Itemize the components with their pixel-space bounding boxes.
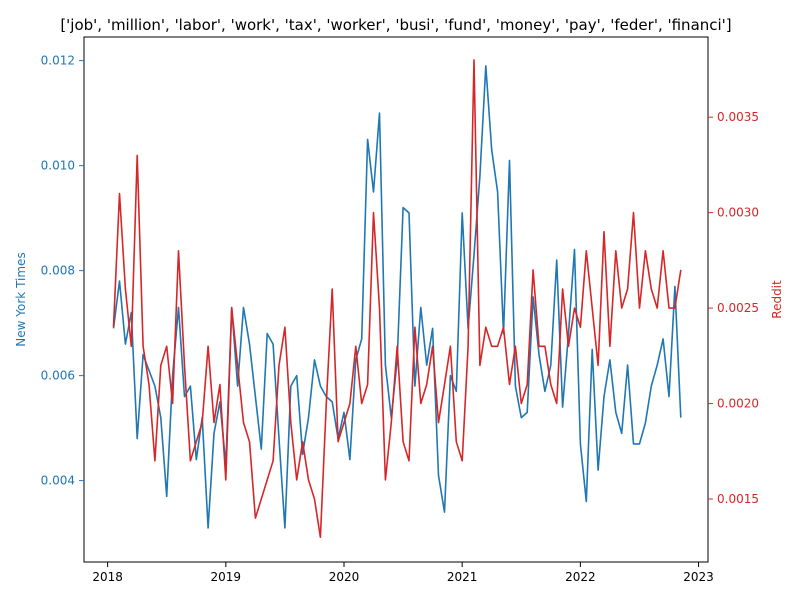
left-axis-label: New York Times — [14, 252, 28, 346]
right-axis-label: Reddit — [770, 280, 784, 319]
left-y-tick-label: 0.010 — [41, 159, 75, 173]
x-tick-label: 2018 — [92, 570, 123, 584]
x-tick-label: 2022 — [565, 570, 596, 584]
nyt-series-line — [112, 65, 682, 529]
x-tick-label: 2021 — [447, 570, 478, 584]
x-tick-label: 2019 — [211, 570, 242, 584]
right-y-tick-label: 0.0020 — [717, 397, 759, 411]
left-y-tick-label: 0.008 — [41, 264, 75, 278]
left-y-tick-label: 0.012 — [41, 54, 75, 68]
plot-frame — [83, 36, 709, 563]
x-tick-label: 2020 — [329, 570, 360, 584]
right-y-tick-label: 0.0025 — [717, 301, 759, 315]
right-y-tick-label: 0.0015 — [717, 492, 759, 506]
x-tick-label: 2023 — [683, 570, 714, 584]
left-y-tick-label: 0.004 — [41, 474, 75, 488]
right-y-tick-label: 0.0030 — [717, 206, 759, 220]
reddit-series-line — [112, 59, 682, 539]
right-y-tick-label: 0.0035 — [717, 110, 759, 124]
chart-title: ['job', 'million', 'labor', 'work', 'tax… — [60, 16, 731, 34]
left-y-tick-label: 0.006 — [41, 369, 75, 383]
